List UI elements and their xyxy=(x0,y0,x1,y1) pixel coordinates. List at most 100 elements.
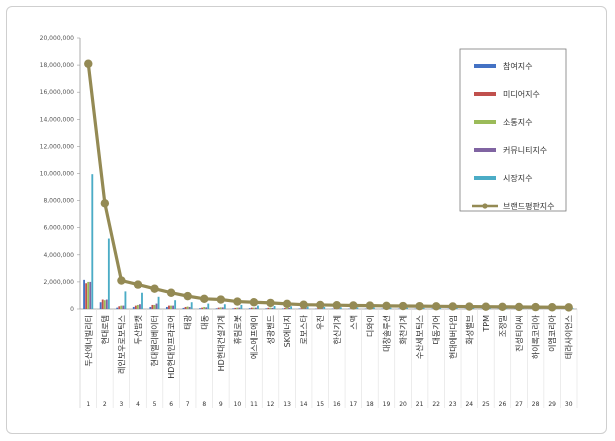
brand-index-point xyxy=(431,302,441,311)
bar xyxy=(269,307,272,309)
brand-index-point xyxy=(349,301,358,310)
bar xyxy=(207,303,210,309)
brand-index-point xyxy=(332,301,341,310)
rank-number: 15 xyxy=(316,401,324,408)
bar xyxy=(304,308,307,309)
bar xyxy=(356,307,359,309)
brand-index-point xyxy=(465,302,474,311)
brand-index-point xyxy=(547,303,557,312)
brand-index-point xyxy=(481,302,491,311)
rank-number: 24 xyxy=(465,401,473,408)
bar xyxy=(91,174,94,309)
bar xyxy=(151,304,154,309)
bar xyxy=(201,307,204,309)
bar xyxy=(221,307,224,309)
bar xyxy=(306,306,309,309)
brand-index-point xyxy=(398,301,408,311)
bar xyxy=(132,306,135,309)
category-label: 화성밸브 xyxy=(464,315,474,344)
bar xyxy=(286,307,288,309)
bar xyxy=(317,308,319,309)
bar xyxy=(203,306,206,309)
rank-number: 17 xyxy=(350,401,358,408)
bar xyxy=(472,307,475,309)
category-label: 현대에버다임 xyxy=(448,315,458,359)
bar xyxy=(205,307,208,309)
brand-index-point xyxy=(166,288,176,297)
bar xyxy=(87,281,90,309)
bar xyxy=(118,306,121,309)
rank-number: 26 xyxy=(499,401,507,408)
category-label: 디와이 xyxy=(365,315,375,337)
category-label: 두산밥캣 xyxy=(133,315,143,344)
bar xyxy=(290,306,293,309)
brand-index-point xyxy=(133,280,143,289)
brand-index-point xyxy=(84,59,93,68)
bar xyxy=(139,304,141,309)
rank-number: 14 xyxy=(300,401,308,408)
category-label: 대동 xyxy=(200,315,209,330)
brand-index-point xyxy=(266,298,275,308)
category-label: SK에너지 xyxy=(282,315,292,347)
rank-number: 30 xyxy=(565,401,573,408)
bar xyxy=(217,307,220,309)
rank-number: 12 xyxy=(267,401,275,408)
rank-number: 4 xyxy=(136,401,140,408)
bar xyxy=(254,307,257,309)
rank-number: 28 xyxy=(532,401,540,408)
brand-index-point xyxy=(531,302,540,312)
chart-axes xyxy=(79,38,578,408)
bar xyxy=(190,302,193,309)
bar xyxy=(85,283,88,309)
bar xyxy=(172,305,174,309)
bar xyxy=(288,307,290,309)
bar xyxy=(186,306,189,309)
category-label: TPM xyxy=(482,315,491,333)
rank-number: 11 xyxy=(250,401,258,408)
brand-index-point xyxy=(200,294,209,304)
bar xyxy=(141,292,143,309)
rank-number: 7 xyxy=(186,401,190,408)
brand-index-point xyxy=(233,297,242,306)
bar xyxy=(83,279,86,309)
category-label: 태광 xyxy=(183,314,193,329)
bar xyxy=(406,307,408,309)
bar xyxy=(240,304,243,309)
category-label: 스맥 xyxy=(348,315,358,330)
category-label: 에스에프에이 xyxy=(249,315,259,359)
bar xyxy=(89,281,92,309)
bar xyxy=(188,306,191,309)
rank-number: 22 xyxy=(432,401,440,408)
bar xyxy=(505,308,508,309)
bar xyxy=(157,296,160,309)
legend-label: 브랜드평판지수 xyxy=(503,201,555,211)
category-label: 진성티이씨 xyxy=(514,315,524,352)
y-tick-label: 0 xyxy=(70,306,74,313)
bar xyxy=(488,308,491,309)
rank-number: 25 xyxy=(482,401,490,408)
legend-label: 참여지수 xyxy=(503,61,532,71)
bar xyxy=(116,307,119,309)
category-label: 우진 xyxy=(315,315,325,330)
rank-number: 19 xyxy=(383,401,391,408)
rank-number: 3 xyxy=(120,401,124,408)
legend-swatch xyxy=(474,120,496,124)
bar xyxy=(136,304,139,309)
y-tick-label: 20,000,000 xyxy=(40,35,75,42)
category-label: HD현대인프라코어 xyxy=(166,315,176,379)
bar xyxy=(339,307,342,309)
rank-number: 23 xyxy=(449,401,457,408)
y-tick-label: 6,000,000 xyxy=(43,225,74,232)
bar xyxy=(257,305,259,309)
bar xyxy=(372,307,375,309)
legend-swatch xyxy=(474,64,496,68)
bar xyxy=(155,303,158,309)
brand-index-point xyxy=(150,284,159,293)
category-label: 로보스타 xyxy=(300,314,309,344)
rank-number: 27 xyxy=(515,401,523,408)
brand-index-point xyxy=(299,300,308,309)
bar xyxy=(122,305,125,309)
category-label: 수산세보틱스 xyxy=(415,315,425,359)
